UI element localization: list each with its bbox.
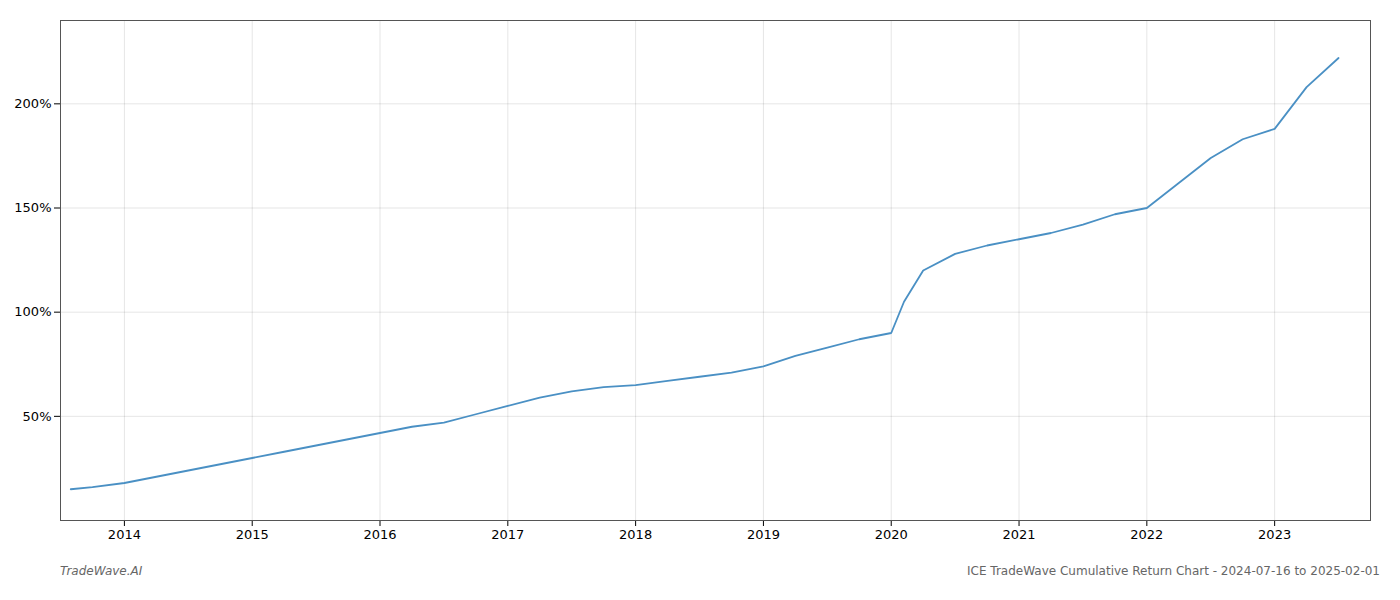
svg-text:50%: 50% (23, 408, 52, 423)
svg-text:2015: 2015 (236, 527, 269, 542)
svg-text:2018: 2018 (619, 527, 652, 542)
svg-text:2020: 2020 (875, 527, 908, 542)
svg-text:2014: 2014 (108, 527, 141, 542)
svg-text:200%: 200% (14, 96, 51, 111)
svg-text:100%: 100% (14, 304, 51, 319)
svg-text:2021: 2021 (1002, 527, 1035, 542)
svg-text:2023: 2023 (1258, 527, 1291, 542)
svg-text:150%: 150% (14, 200, 51, 215)
html-text:ICE TradeWave Cumulative Retur: ICE TradeWave Cumulative Return Chart - … (967, 564, 1380, 578)
svg-text:2022: 2022 (1130, 527, 1163, 542)
svg-text:2016: 2016 (363, 527, 396, 542)
svg-text:2017: 2017 (491, 527, 524, 542)
svg-text:2019: 2019 (747, 527, 780, 542)
html-text:TradeWave.AI: TradeWave.AI (60, 564, 143, 578)
